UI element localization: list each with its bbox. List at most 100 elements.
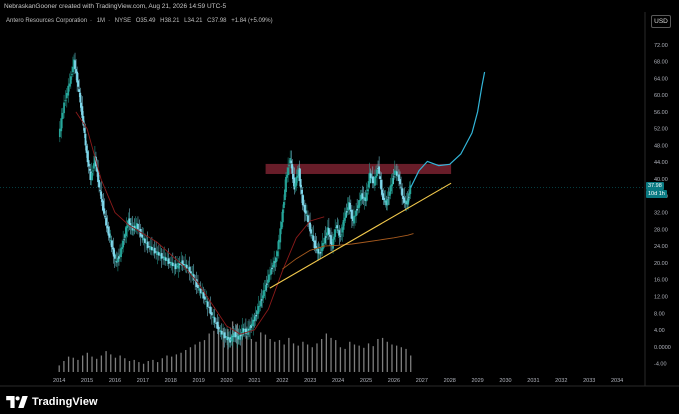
candle-body	[260, 299, 263, 301]
volume-bar	[241, 333, 243, 372]
volume-bar	[269, 339, 271, 372]
candle-body	[167, 258, 170, 264]
y-tick-label: 8.00	[654, 311, 665, 317]
x-tick-label: 2019	[193, 378, 205, 384]
candle-body	[365, 192, 368, 202]
candle-body	[359, 199, 362, 201]
candle-body	[306, 214, 308, 217]
candle-body	[360, 194, 363, 201]
candle-body	[133, 225, 136, 230]
candle-body	[173, 265, 176, 267]
candle-body	[307, 215, 309, 222]
y-tick-label: 56.00	[654, 110, 668, 116]
candle-body	[234, 331, 237, 338]
volume-bar	[189, 347, 192, 372]
y-tick-label: 72.00	[654, 43, 668, 49]
candle-body	[208, 307, 211, 309]
candle-body	[322, 242, 325, 244]
support-trendline	[269, 182, 452, 289]
symbol-name[interactable]: Antero Resources Corporation	[6, 18, 88, 24]
candle-body	[63, 102, 65, 114]
currency-button[interactable]: USD	[651, 15, 671, 28]
candle-body	[153, 247, 156, 254]
candle-body	[273, 260, 276, 268]
candle-body	[383, 197, 386, 200]
volume-bar	[260, 332, 262, 372]
candle-body	[106, 225, 109, 229]
candle-body	[67, 85, 70, 96]
candle-body	[240, 332, 243, 335]
tradingview-brand[interactable]: TradingView	[6, 394, 98, 410]
x-tick-label: 2030	[499, 378, 511, 384]
candle-body	[268, 274, 270, 283]
candle-body	[297, 169, 300, 177]
volume-bar	[156, 362, 159, 372]
candle-body	[288, 165, 291, 167]
brand-name: TradingView	[32, 396, 98, 408]
candle-body	[58, 128, 61, 138]
y-tick-label: 20.00	[654, 261, 668, 267]
tradingview-logo-icon	[6, 396, 28, 408]
candle-body	[112, 247, 115, 257]
candle-body	[152, 249, 155, 251]
candle-body	[160, 253, 163, 259]
candle-body	[254, 316, 257, 321]
volume-bar	[302, 341, 304, 372]
candle-body	[354, 215, 356, 217]
candle-body	[68, 83, 71, 87]
candle-body	[281, 209, 284, 223]
candle-body	[239, 333, 242, 337]
candle-body	[294, 183, 297, 188]
candle-body	[229, 337, 232, 343]
candle-body	[408, 196, 410, 198]
y-tick-label: -4.00	[654, 362, 667, 368]
candle-body	[228, 338, 231, 341]
candle-body	[202, 291, 205, 299]
candle-body	[317, 249, 320, 254]
x-tick-label: 2022	[276, 378, 288, 384]
volume-bar	[278, 340, 281, 372]
volume-bar	[381, 337, 384, 372]
candle-body	[313, 241, 316, 242]
y-tick-label: 40.00	[654, 177, 668, 183]
candle-body	[249, 326, 251, 331]
candle-body	[213, 317, 216, 323]
candle-body	[285, 177, 287, 193]
volume-bar	[203, 340, 206, 372]
candle-body	[60, 118, 63, 132]
x-tick-label: 2020	[220, 378, 232, 384]
candle-body	[382, 193, 385, 200]
volume-bar	[353, 344, 356, 372]
y-tick-label: 12.00	[654, 294, 668, 300]
candle-body	[300, 189, 303, 194]
candle-body	[372, 181, 375, 184]
candle-body	[289, 158, 292, 164]
candle-body	[398, 174, 400, 182]
candle-body	[227, 337, 230, 341]
candle-body	[231, 335, 234, 342]
volume-bar	[325, 333, 328, 372]
volume-bar	[133, 359, 135, 372]
candle-body	[362, 196, 365, 198]
x-tick-label: 2016	[109, 378, 121, 384]
candle-body	[338, 230, 341, 236]
interval-label[interactable]: 1M	[96, 18, 106, 24]
x-tick-label: 2029	[471, 378, 483, 384]
candle-body	[135, 223, 138, 229]
candle-body	[64, 100, 67, 102]
candle-body	[232, 336, 235, 337]
candle-body	[69, 76, 72, 84]
volume-bar	[306, 344, 309, 372]
candle-body	[233, 333, 236, 338]
candle-body	[162, 256, 164, 258]
exchange-label: NYSE	[114, 18, 132, 24]
candle-body	[276, 251, 279, 257]
candle-body	[132, 227, 135, 231]
x-tick-label: 2027	[416, 378, 428, 384]
volume-bar	[274, 341, 276, 372]
candle-body	[392, 176, 395, 178]
candle-body	[226, 336, 228, 341]
candle-body	[384, 200, 387, 203]
candle-body	[204, 296, 206, 300]
